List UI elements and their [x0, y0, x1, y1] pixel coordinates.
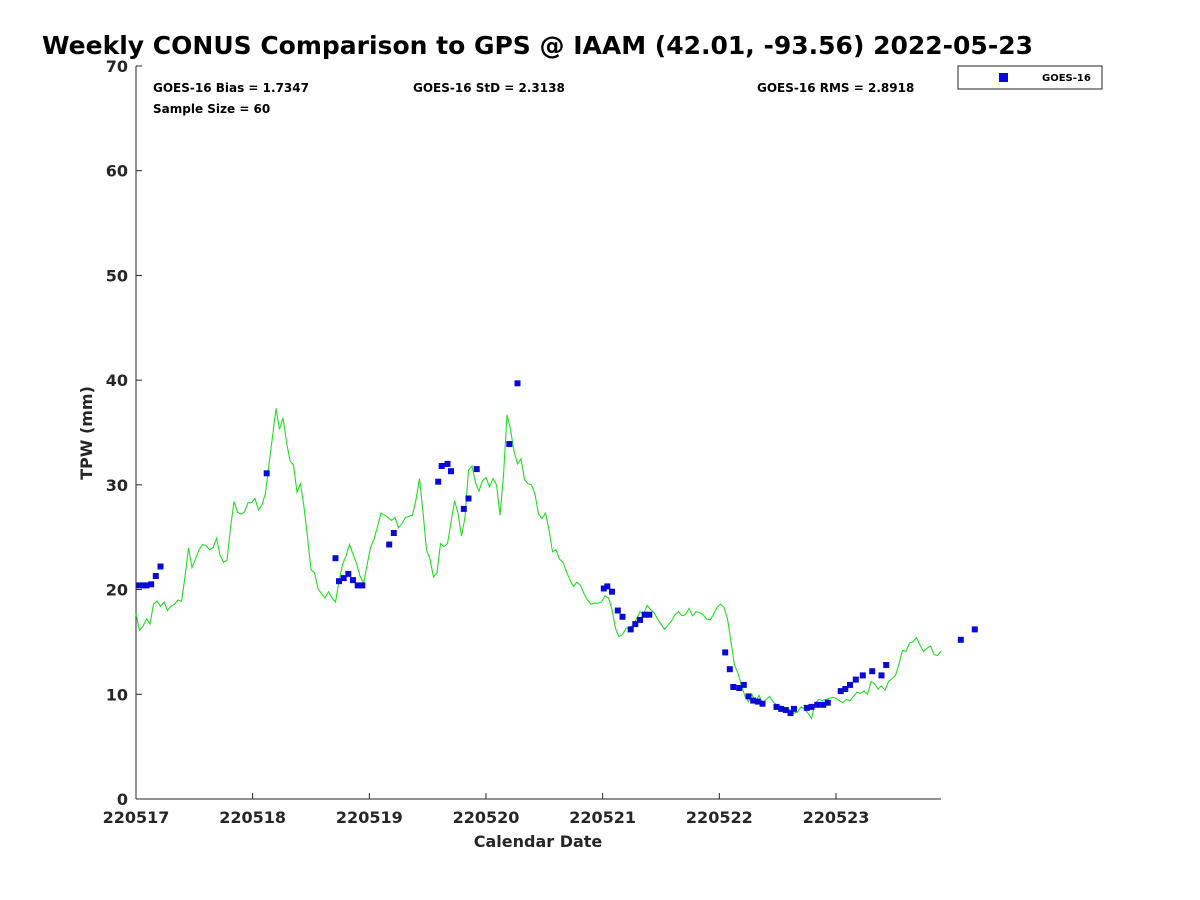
goes16-point [782, 707, 789, 713]
goes16-point [759, 700, 766, 707]
goes16-point [736, 685, 743, 691]
goes16-point [883, 662, 890, 668]
goes16-point [787, 710, 794, 717]
goes16-point [465, 495, 472, 502]
goes16-point [754, 698, 761, 705]
goes16-point [859, 672, 866, 679]
goes16-point [971, 626, 978, 633]
goes16-point [847, 681, 853, 688]
x-tick-label: 220520 [453, 808, 520, 827]
goes16-point [730, 684, 737, 690]
y-tick-label: 30 [106, 476, 128, 495]
goes16-point [435, 478, 442, 485]
legend: GOES-16 [957, 65, 1103, 90]
plot-area [135, 65, 942, 800]
goes16-point [808, 703, 815, 710]
goes16-point [632, 621, 639, 628]
goes16-point [722, 649, 729, 656]
stats-annotations: GOES-16 Bias = 1.7347 GOES-16 StD = 2.31… [153, 81, 914, 116]
goes16-point [345, 570, 352, 577]
goes16-point [614, 607, 621, 614]
goes16-point [604, 583, 611, 590]
goes16-point [837, 688, 844, 695]
bias-stat: GOES-16 Bias = 1.7347 [153, 81, 309, 95]
goes16-point [791, 705, 797, 712]
y-tick-label: 60 [106, 162, 128, 181]
goes16-point [506, 441, 513, 447]
goes16-point [842, 686, 849, 692]
goes16-point [340, 575, 347, 582]
legend-label-goes16: GOES-16 [1042, 73, 1091, 84]
y-tick-label: 50 [106, 266, 128, 285]
goes16-point [957, 636, 964, 643]
legend-marker-goes16 [999, 73, 1008, 82]
x-tick-label: 220517 [103, 808, 170, 827]
goes16-point [386, 541, 393, 548]
goes16-point [152, 573, 159, 579]
goes16-point [438, 463, 445, 469]
goes16-point [773, 703, 780, 710]
goes16-point [740, 681, 747, 688]
goes16-point [824, 699, 831, 706]
goes16-point [646, 611, 653, 618]
goes16-point [444, 460, 451, 467]
y-tick-label: 0 [117, 790, 128, 809]
goes16-point [745, 693, 752, 700]
goes16-point [136, 582, 143, 589]
goes16-point [350, 577, 356, 584]
goes16-point [157, 563, 164, 570]
std-stat: GOES-16 StD = 2.3138 [413, 81, 565, 95]
goes16-point [778, 705, 785, 712]
y-tick-label: 40 [106, 371, 128, 390]
goes16-point [814, 701, 821, 708]
goes16-point [637, 616, 643, 623]
goes16-point [878, 672, 885, 679]
goes16-point [726, 666, 733, 673]
x-tick-label: 220522 [686, 808, 753, 827]
goes16-point [359, 582, 366, 589]
goes16-point [143, 582, 150, 589]
legend-box [957, 65, 1103, 90]
goes16-point [460, 505, 467, 512]
goes16-point [448, 468, 454, 475]
goes16-point [803, 704, 810, 711]
goes16-point [641, 611, 648, 618]
gps-tpw-line [135, 408, 942, 720]
goes16-point [148, 581, 155, 588]
x-axis-ticks: 220517 220518 220519 220520 220521 220522 2205… [103, 793, 870, 827]
x-tick-label: 220523 [803, 808, 870, 827]
goes16-point [336, 578, 342, 585]
x-tick-label: 220518 [219, 808, 286, 827]
chart-title: Weekly CONUS Comparison to GPS @ IAAM (4… [42, 31, 1033, 60]
y-tick-label: 70 [106, 57, 128, 76]
plot-background [135, 65, 942, 800]
goes16-point [332, 555, 339, 562]
goes16-point [473, 466, 480, 473]
goes16-point [750, 697, 757, 704]
goes16-point [514, 380, 521, 387]
goes16-point [609, 588, 615, 595]
goes16-point [600, 585, 607, 592]
x-tick-label: 220521 [569, 808, 636, 827]
x-tick-label: 220519 [336, 808, 403, 827]
x-axis-label: Calendar Date [474, 832, 603, 851]
goes16-point [263, 470, 270, 477]
goes16-point [390, 530, 397, 536]
y-tick-label: 10 [106, 685, 128, 704]
goes16-point [619, 613, 626, 620]
goes16-point [140, 582, 146, 589]
goes16-point [869, 668, 876, 675]
goes16-point [354, 582, 361, 589]
goes16-point [852, 676, 859, 683]
sample-size-stat: Sample Size = 60 [153, 102, 270, 116]
y-axis-label: TPW (mm) [77, 386, 96, 480]
goes16-point [820, 701, 827, 708]
y-tick-label: 20 [106, 581, 128, 600]
goes16-point [627, 626, 634, 633]
plot-series [135, 380, 978, 720]
rms-stat: GOES-16 RMS = 2.8918 [757, 81, 914, 95]
y-axis-ticks: 0 10 20 30 40 50 60 70 [106, 57, 142, 809]
